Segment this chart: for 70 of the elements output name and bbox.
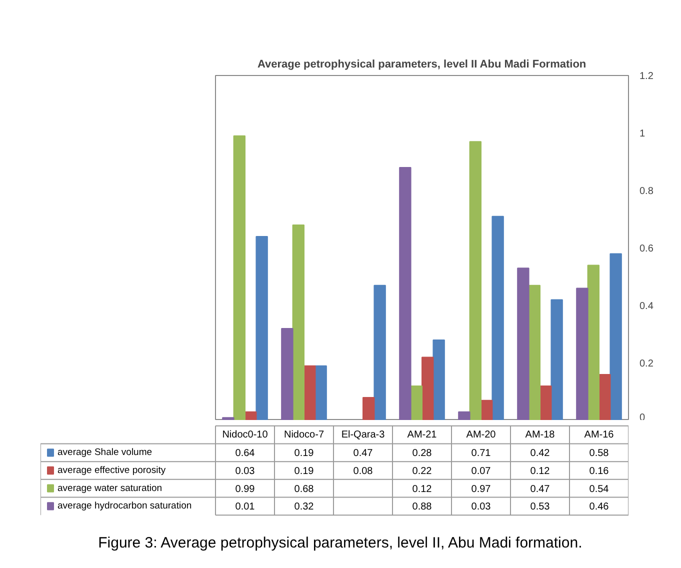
x-tick-label: El-Qara-3: [341, 429, 386, 440]
bar: [422, 356, 434, 420]
bar: [528, 284, 540, 420]
data-label: 0.12: [530, 466, 550, 477]
data-label: 0.19: [294, 448, 314, 460]
data-label: 0.03: [235, 466, 256, 477]
bar: [374, 284, 386, 420]
data-label: 0.47: [353, 448, 374, 460]
bar: [587, 264, 600, 420]
x-tick-label: AM-16: [584, 429, 614, 440]
bar: [458, 411, 470, 420]
legend-label: average water saturation: [58, 482, 162, 494]
x-tick-label: AM-20: [466, 429, 496, 440]
bar: [222, 417, 234, 420]
bar: [281, 328, 294, 420]
x-tick-label: Nidoco-7: [284, 429, 324, 440]
data-label: 0.08: [353, 466, 374, 477]
bar: [410, 386, 422, 420]
data-label: 0.53: [530, 502, 550, 513]
y-tick-label: 0.2: [640, 358, 654, 370]
bar: [576, 288, 588, 420]
bar: [610, 253, 622, 420]
bar: [304, 365, 316, 420]
legend-label: average Shale volume: [58, 447, 152, 458]
bar: [492, 216, 504, 420]
data-label: 0.32: [294, 502, 314, 513]
y-tick-label: 1: [640, 128, 646, 140]
data-label: 0.01: [235, 502, 256, 513]
bar: [540, 386, 552, 420]
data-label: 0.22: [412, 466, 432, 477]
data-label: 0.64: [235, 448, 256, 460]
bar: [399, 167, 412, 420]
data-label: 0.03: [471, 502, 492, 513]
caption: Figure 3: Average petrophysical parameters, level II, Abu Madi formation.: [98, 534, 582, 552]
data-label: 0.19: [294, 466, 314, 477]
data-label: 0.54: [589, 484, 610, 495]
bar: [598, 374, 611, 420]
bar: [517, 268, 530, 420]
data-label: 0.71: [471, 448, 492, 460]
bar: [362, 397, 375, 420]
data-label: 0.16: [589, 466, 610, 477]
bar: [314, 365, 327, 420]
chart-title: Average petrophysical parameters, level II Abu Madi Formation: [257, 58, 586, 70]
y-tick-label: 0.8: [640, 186, 654, 197]
data-label: 0.99: [235, 484, 256, 495]
bar: [469, 141, 482, 420]
bar: [292, 224, 304, 420]
legend-label: average hydrocarbon saturation: [58, 500, 192, 512]
y-tick-label: 1.2: [640, 71, 654, 82]
x-tick-label: AM-18: [525, 429, 556, 440]
bar: [233, 135, 246, 420]
bar: [550, 299, 563, 420]
data-label: 0.07: [471, 466, 492, 477]
x-tick-label: AM-21: [407, 429, 438, 440]
y-tick-label: 0.6: [640, 244, 654, 254]
bar: [256, 236, 268, 420]
data-label: 0.47: [530, 484, 550, 495]
data-label: 0.97: [471, 484, 492, 495]
bar: [480, 400, 493, 420]
y-tick-label: 0.4: [640, 301, 654, 312]
bar: [432, 340, 445, 420]
data-label: 0.46: [589, 502, 610, 513]
data-label: 0.68: [294, 484, 314, 495]
data-label: 0.12: [412, 484, 432, 495]
legend-label: average effective porosity: [58, 465, 166, 476]
data-label: 0.88: [412, 502, 432, 513]
data-label: 0.28: [412, 448, 432, 460]
x-tick-label: Nidoc0-10: [222, 429, 268, 440]
data-label: 0.42: [530, 448, 550, 460]
data-label: 0.58: [589, 448, 610, 460]
